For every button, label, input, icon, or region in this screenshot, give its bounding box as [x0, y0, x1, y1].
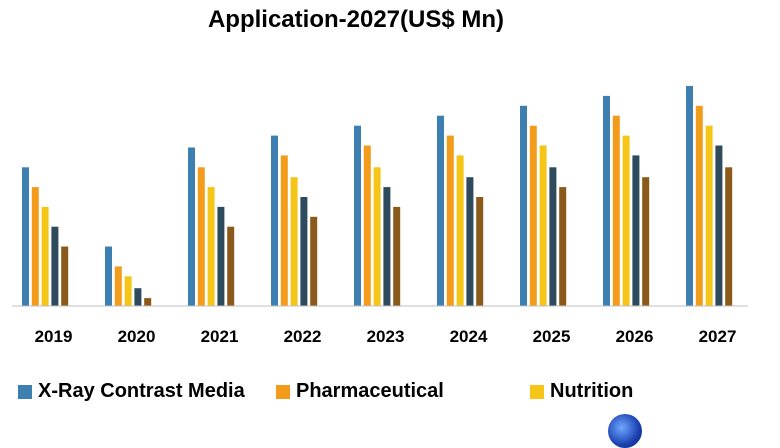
bar-2020-series-3 — [124, 276, 132, 306]
bar-2021-series-4 — [217, 206, 225, 306]
bar-2019-series-3 — [41, 206, 49, 306]
bar-2026-series-3 — [622, 135, 630, 306]
bar-2020-series-1 — [105, 246, 112, 306]
x-tick-label: 2022 — [284, 327, 322, 346]
bar-2021-series-3 — [207, 187, 215, 306]
bar-2020-series-2 — [114, 266, 122, 306]
bar-2027-series-5 — [725, 167, 733, 306]
bar-2022-series-4 — [300, 197, 308, 306]
bar-2019-series-2 — [31, 187, 39, 306]
legend-item: Pharmaceutical — [276, 380, 444, 403]
bar-2027-series-2 — [695, 105, 703, 306]
bar-2023-series-2 — [363, 145, 371, 306]
bar-2023-series-4 — [383, 187, 391, 306]
x-tick-label: 2026 — [616, 327, 654, 346]
bar-2027-series-1 — [686, 86, 693, 306]
bar-2025-series-3 — [539, 145, 547, 306]
bar-2026-series-4 — [632, 155, 640, 306]
legend-item: Nutrition — [530, 380, 633, 403]
bar-2024-series-5 — [476, 197, 484, 306]
bar-2025-series-4 — [549, 167, 557, 306]
bar-2025-series-5 — [559, 187, 567, 306]
bar-2023-series-3 — [373, 167, 381, 306]
bar-2023-series-1 — [354, 125, 361, 306]
bar-2020-series-4 — [134, 288, 142, 306]
bar-2023-series-5 — [393, 206, 401, 306]
bar-2022-series-3 — [290, 177, 298, 306]
bar-2026-series-2 — [612, 115, 620, 306]
legend-label: Pharmaceutical — [296, 380, 444, 402]
bar-2024-series-2 — [446, 135, 454, 306]
x-tick-label: 2019 — [35, 327, 73, 346]
bar-2022-series-2 — [280, 155, 288, 306]
legend-label: X-Ray Contrast Media — [38, 380, 245, 402]
legend-item: X-Ray Contrast Media — [18, 380, 245, 403]
bar-2024-series-4 — [466, 177, 474, 306]
bar-2027-series-3 — [705, 125, 713, 306]
bars-group — [22, 86, 733, 307]
bar-2025-series-1 — [520, 105, 527, 306]
bar-2026-series-1 — [603, 95, 610, 307]
bar-2019-series-4 — [51, 226, 59, 306]
legend-swatch — [530, 384, 544, 399]
bar-2020-series-5 — [144, 298, 152, 306]
legend-label: Nutrition — [550, 380, 634, 402]
bar-2022-series-5 — [310, 216, 318, 306]
legend-swatch — [276, 384, 290, 399]
bar-2026-series-5 — [642, 177, 650, 306]
x-tick-label: 2020 — [118, 327, 156, 346]
x-tick-label: 2025 — [533, 327, 571, 346]
bar-2019-series-5 — [61, 246, 69, 306]
globe-logo-icon — [608, 414, 642, 448]
legend-swatch — [18, 384, 32, 399]
bar-2027-series-4 — [715, 145, 723, 306]
x-tick-label: 2023 — [367, 327, 405, 346]
legend: X-Ray Contrast Media Pharmaceutical Nutrit… — [0, 380, 780, 410]
x-tick-label: 2024 — [450, 327, 488, 346]
x-tick-labels: 2019 2020 2021 2022 2023 2024 2025 2026 2027 — [35, 327, 737, 346]
bar-2024-series-3 — [456, 155, 464, 306]
bar-2021-series-1 — [188, 147, 195, 306]
bar-2024-series-1 — [437, 115, 444, 306]
bar-2019-series-1 — [22, 167, 29, 306]
bar-2022-series-1 — [271, 135, 278, 306]
bar-2025-series-2 — [529, 125, 537, 306]
bar-chart: 2019 2020 2021 2022 2023 2024 2025 2026 2027 — [12, 86, 748, 346]
x-tick-label: 2021 — [201, 327, 239, 346]
bar-2021-series-5 — [227, 226, 235, 306]
chart-title: Application-2027(US$ Mn) — [207, 6, 505, 33]
x-tick-label: 2027 — [699, 327, 737, 346]
bar-2021-series-2 — [197, 167, 205, 306]
